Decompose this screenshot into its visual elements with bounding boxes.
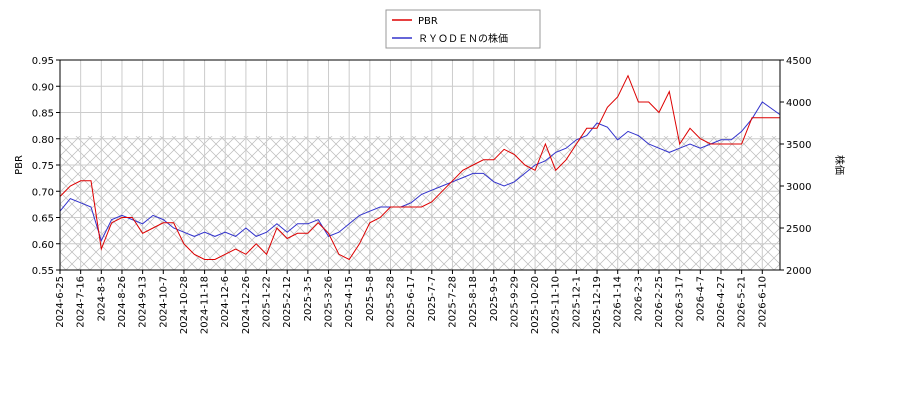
x-tick-label: 2024-8-26 — [117, 276, 128, 328]
x-tick-label: 2024-10-7 — [158, 276, 169, 328]
x-tick-label: 2024-12-6 — [220, 276, 231, 328]
x-tick-label: 2025-1-22 — [262, 276, 273, 328]
legend-label: PBR — [418, 16, 438, 27]
x-tick-label: 2024-11-18 — [200, 276, 211, 334]
y-tick-label: 0.70 — [32, 187, 54, 198]
x-tick-label: 2025-3-5 — [303, 276, 314, 321]
x-tick-label: 2024-10-28 — [179, 276, 190, 334]
legend-label: ＲＹＯＤＥＮの株価 — [418, 32, 508, 45]
x-tick-label: 2025-3-26 — [324, 276, 335, 328]
x-tick-label: 2025-9-29 — [509, 276, 520, 328]
x-tick-label: 2025-8-18 — [468, 276, 479, 328]
x-tick-label: 2025-7-28 — [447, 276, 458, 328]
x-tick-label: 2024-6-25 — [55, 276, 66, 328]
x-tick-label: 2026-2-3 — [633, 276, 644, 321]
x-tick-label: 2025-10-20 — [530, 276, 541, 334]
y-axis-label: PBR — [14, 155, 25, 175]
y-tick-label: 0.85 — [32, 109, 54, 120]
x-tick-label: 2026-2-25 — [654, 276, 665, 328]
legend-box — [385, 9, 541, 49]
y2-tick-label: 3500 — [786, 140, 811, 151]
y2-tick-label: 2500 — [786, 224, 811, 235]
x-tick-label: 2024-8-5 — [96, 276, 107, 321]
x-tick-label: 2025-6-17 — [406, 276, 417, 328]
x-tick-label: 2026-4-7 — [695, 276, 706, 321]
x-tick-label: 2025-4-15 — [344, 276, 355, 328]
x-tick-label: 2026-1-14 — [613, 276, 624, 328]
hatched-band — [60, 136, 780, 270]
x-tick-label: 2024-7-16 — [76, 276, 87, 328]
y-tick-label: 0.55 — [32, 266, 54, 277]
x-tick-label: 2026-6-10 — [757, 276, 768, 328]
y2-tick-label: 2000 — [786, 266, 811, 277]
y2-tick-label: 4000 — [786, 98, 811, 109]
x-tick-label: 2025-2-12 — [282, 276, 293, 328]
y-tick-label: 0.75 — [32, 161, 54, 172]
x-tick-label: 2026-4-27 — [716, 276, 727, 328]
x-tick-label: 2024-9-13 — [138, 276, 149, 328]
series-line — [59, 74, 780, 261]
x-tick-label: 2025-12-1 — [571, 276, 582, 328]
y-tick-label: 0.80 — [32, 135, 54, 146]
x-tick-label: 2026-5-21 — [737, 276, 748, 328]
y2-tick-label: 3000 — [786, 182, 811, 193]
x-tick-label: 2025-7-7 — [427, 276, 438, 321]
x-tick-label: 2024-12-26 — [241, 276, 252, 334]
x-tick-label: 2025-5-8 — [365, 276, 376, 321]
x-tick-label: 2026-3-17 — [675, 276, 686, 328]
y-tick-label: 0.65 — [32, 214, 54, 225]
y2-tick-label: 4500 — [786, 56, 811, 67]
y2-axis-label: 株価 — [833, 155, 846, 175]
y-tick-label: 0.95 — [32, 56, 54, 67]
x-tick-label: 2025-9-5 — [489, 276, 500, 321]
y-tick-label: 0.60 — [32, 240, 54, 251]
x-tick-label: 2025-12-19 — [592, 276, 603, 334]
x-tick-label: 2025-5-28 — [385, 276, 396, 328]
x-tick-label: 2025-11-10 — [551, 276, 562, 334]
y-tick-label: 0.90 — [32, 82, 54, 93]
plot-frame — [59, 59, 781, 271]
series-line — [59, 101, 781, 242]
